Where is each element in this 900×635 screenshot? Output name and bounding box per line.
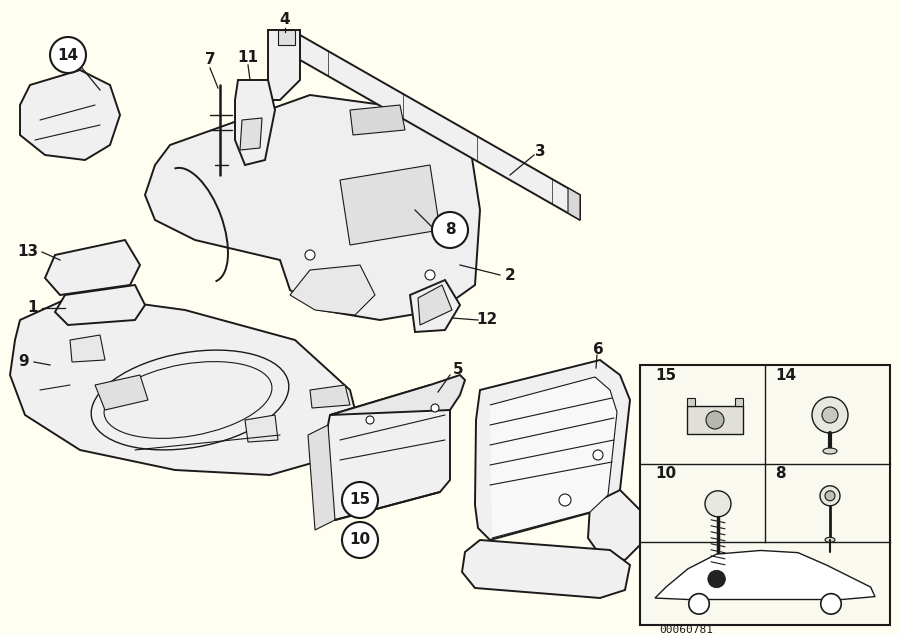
Text: 6: 6	[592, 342, 603, 358]
Polygon shape	[588, 490, 640, 560]
Text: 9: 9	[19, 354, 30, 370]
Polygon shape	[328, 385, 450, 520]
Circle shape	[342, 522, 378, 558]
Polygon shape	[308, 425, 335, 530]
Circle shape	[822, 407, 838, 423]
Polygon shape	[475, 360, 630, 540]
Circle shape	[821, 594, 842, 614]
Ellipse shape	[823, 448, 837, 454]
Polygon shape	[330, 375, 465, 415]
Text: 13: 13	[17, 244, 38, 260]
Polygon shape	[145, 95, 480, 320]
Polygon shape	[735, 398, 743, 406]
Circle shape	[688, 594, 709, 614]
Circle shape	[820, 486, 840, 506]
Polygon shape	[235, 80, 275, 165]
Circle shape	[812, 397, 848, 433]
Polygon shape	[268, 30, 300, 100]
Text: 00060781: 00060781	[659, 625, 713, 635]
FancyBboxPatch shape	[640, 365, 890, 625]
Circle shape	[705, 491, 731, 517]
Circle shape	[431, 404, 439, 412]
Polygon shape	[687, 398, 695, 406]
Text: 4: 4	[280, 13, 291, 27]
Polygon shape	[655, 551, 875, 599]
Circle shape	[559, 494, 571, 506]
Text: 7: 7	[204, 53, 215, 67]
Text: 15: 15	[349, 493, 371, 507]
Polygon shape	[10, 295, 360, 475]
Polygon shape	[20, 70, 120, 160]
Polygon shape	[462, 540, 630, 598]
Text: 5: 5	[453, 363, 464, 377]
Text: 3: 3	[535, 145, 545, 159]
Circle shape	[825, 491, 835, 501]
Circle shape	[305, 250, 315, 260]
Text: 14: 14	[775, 368, 796, 382]
Polygon shape	[490, 377, 617, 538]
Polygon shape	[240, 118, 262, 150]
Circle shape	[432, 212, 468, 248]
Text: 10: 10	[349, 533, 371, 547]
Text: 8: 8	[775, 466, 786, 481]
Ellipse shape	[825, 537, 835, 542]
Polygon shape	[290, 265, 375, 315]
Polygon shape	[410, 280, 460, 332]
Text: 10: 10	[655, 466, 676, 481]
Polygon shape	[95, 375, 148, 410]
Polygon shape	[340, 165, 440, 245]
Polygon shape	[245, 415, 278, 442]
Polygon shape	[568, 188, 580, 220]
Circle shape	[593, 450, 603, 460]
Circle shape	[706, 411, 724, 429]
Polygon shape	[687, 406, 743, 434]
Circle shape	[707, 570, 725, 588]
Polygon shape	[45, 240, 140, 295]
Text: 14: 14	[58, 48, 78, 62]
Polygon shape	[418, 285, 452, 325]
Circle shape	[366, 416, 374, 424]
Text: 1: 1	[28, 300, 38, 316]
Text: 15: 15	[655, 368, 676, 382]
Text: 12: 12	[476, 312, 498, 328]
Polygon shape	[278, 30, 295, 45]
Circle shape	[50, 37, 86, 73]
Text: 8: 8	[445, 222, 455, 237]
Circle shape	[342, 482, 378, 518]
Polygon shape	[350, 105, 405, 135]
Polygon shape	[300, 35, 580, 220]
Circle shape	[425, 270, 435, 280]
Polygon shape	[310, 385, 350, 408]
Polygon shape	[55, 285, 145, 325]
Text: 2: 2	[505, 267, 516, 283]
Text: 11: 11	[238, 50, 258, 65]
Polygon shape	[70, 335, 105, 362]
